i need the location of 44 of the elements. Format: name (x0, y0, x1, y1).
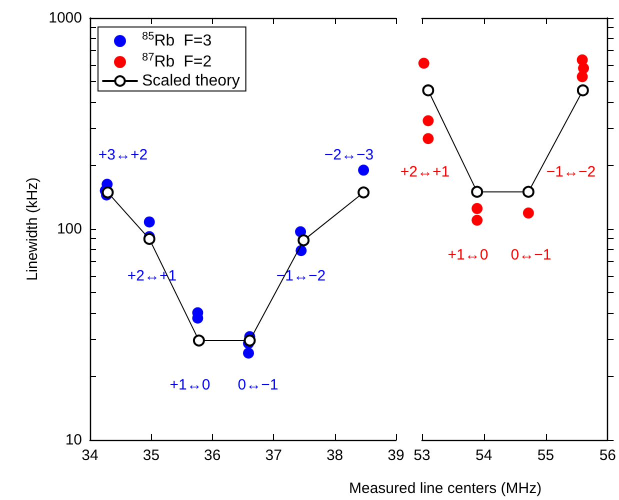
y-tick-label: 10 (65, 432, 82, 448)
x-tick-label: 38 (326, 447, 344, 464)
x-tick-label: 34 (82, 447, 98, 464)
annotation: +1↔0 (448, 246, 488, 264)
annotation: −2↔−3 (324, 146, 374, 164)
y-tick-label: 1000 (48, 10, 82, 26)
point (471, 186, 484, 198)
point (358, 164, 370, 176)
point (422, 133, 434, 144)
point (522, 186, 534, 198)
point (244, 334, 256, 347)
point (143, 232, 156, 245)
point (192, 334, 205, 347)
y-axis-title: Linewidth (kHz) (24, 177, 41, 281)
point (576, 84, 589, 96)
y-tick-label: 100 (56, 220, 82, 238)
point (472, 203, 483, 214)
x-tick-label: 55 (537, 447, 554, 464)
point (102, 186, 114, 198)
point (422, 84, 434, 96)
point (422, 115, 434, 126)
point (298, 234, 310, 246)
point (144, 216, 155, 228)
point (522, 208, 534, 219)
point (472, 214, 483, 226)
x-tick-label: 53 (414, 447, 430, 464)
point (418, 58, 430, 69)
x-tick-label: 56 (599, 447, 616, 464)
x-tick-label: 39 (388, 447, 404, 464)
x-tick-label: 37 (265, 447, 282, 464)
point (243, 348, 254, 359)
legend-label: Scaled theory (142, 72, 240, 90)
x-axis-title: Measured line centers (MHz) (349, 480, 542, 497)
x-tick-label: 36 (204, 447, 221, 464)
annotation: −1↔−2 (546, 164, 596, 180)
annotation: +2↔+1 (400, 164, 450, 180)
x-tick-label: 35 (142, 447, 160, 464)
annotation: +3↔+2 (98, 146, 148, 164)
annotation: 0↔−1 (238, 376, 278, 394)
annotation: +1↔0 (170, 376, 210, 394)
point (576, 71, 588, 82)
annotation: 0↔−1 (510, 246, 552, 264)
x-tick-label: 54 (476, 447, 492, 464)
point (358, 186, 370, 198)
